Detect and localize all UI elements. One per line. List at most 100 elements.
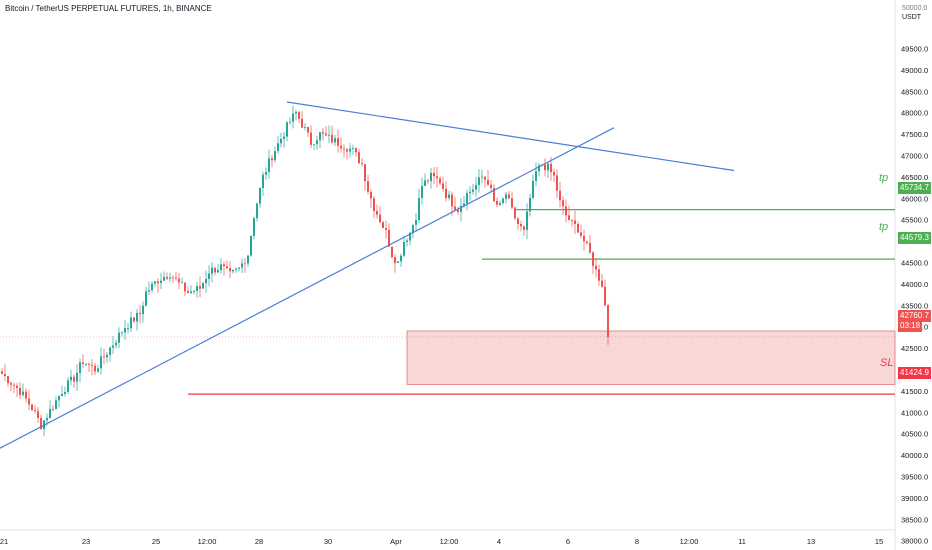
top-price-partial: 50000.0 [902, 5, 928, 12]
candle-body [442, 183, 444, 189]
candle-body [493, 188, 495, 202]
price-tick-label: 39500.0 [901, 473, 928, 482]
candle-body [334, 138, 336, 143]
candle-body [409, 232, 411, 241]
time-tick-label: 12:00 [440, 537, 459, 546]
candle-body [364, 164, 366, 182]
candle-body [259, 187, 261, 204]
candle-body [544, 164, 546, 171]
candle-body [427, 180, 429, 182]
candle-body [124, 328, 126, 333]
candle-body [382, 222, 384, 229]
candle-body [511, 198, 513, 208]
candle-body [502, 198, 504, 204]
candle-body [253, 218, 255, 237]
candle-body [466, 193, 468, 204]
candle-body [115, 342, 117, 346]
tp-price-tag-2: 44579.3 [898, 232, 931, 244]
candle-body [346, 149, 348, 152]
candle-body [556, 175, 558, 191]
last-price-tag: 42760.7 [898, 310, 931, 322]
candle-body [46, 418, 48, 421]
candle-body [484, 176, 486, 180]
candle-body [577, 224, 579, 233]
price-tick-label: 38000.0 [901, 537, 928, 546]
time-tick-label: 12:00 [198, 537, 217, 546]
target-zone[interactable] [406, 330, 896, 385]
tp-label-2: tp [879, 221, 889, 233]
candle-body [331, 134, 333, 143]
candle-body [517, 218, 519, 225]
candle-body [550, 163, 552, 173]
candle-body [403, 242, 405, 256]
candle-body [439, 178, 441, 184]
candle-body [262, 174, 264, 188]
candle-body [91, 364, 93, 366]
candle-body [295, 111, 297, 114]
candle-body [82, 362, 84, 364]
candle-body [595, 265, 597, 270]
candle-body [460, 205, 462, 212]
candle-body [358, 152, 360, 164]
currency-code: USDT [902, 14, 922, 21]
ascending-support-trendline[interactable] [0, 127, 615, 449]
time-tick-label: 6 [566, 537, 570, 546]
candle-body [607, 305, 609, 337]
candle-body [340, 145, 342, 149]
candle-body [145, 291, 147, 306]
candle-body [136, 312, 138, 322]
candle-body [70, 376, 72, 381]
candle-body [238, 267, 240, 269]
candle-body [598, 269, 600, 281]
candle-body [178, 278, 180, 283]
candle-body [79, 362, 81, 373]
candle-body [433, 172, 435, 177]
time-tick-label: 11 [738, 537, 746, 546]
price-tick-label: 45500.0 [901, 216, 928, 225]
candle-body [25, 391, 27, 399]
price-tick-label: 42500.0 [901, 344, 928, 353]
descending-resistance-trendline[interactable] [286, 101, 735, 172]
candle-body [127, 328, 129, 329]
candle-body [220, 264, 222, 271]
candle-body [112, 345, 114, 348]
candle-body [304, 127, 306, 128]
candle-body [283, 136, 285, 139]
candle-body [355, 148, 357, 153]
candle-body [586, 241, 588, 243]
candle-body [109, 347, 111, 355]
price-tick-label: 46500.0 [901, 173, 928, 182]
candle-body [481, 176, 483, 178]
candle-body [49, 409, 51, 419]
price-tick-label: 48500.0 [901, 87, 928, 96]
price-tick-label: 49000.0 [901, 66, 928, 75]
candle-body [241, 263, 243, 268]
candle-body [589, 242, 591, 253]
time-tick-label: Apr [390, 537, 402, 546]
candle-body [391, 246, 393, 258]
candle-body [565, 206, 567, 216]
time-tick-label: 21 [0, 537, 8, 546]
sl-price-tag: 41424.9 [898, 367, 931, 379]
time-tick-label: 28 [255, 537, 263, 546]
candle-body [583, 235, 585, 242]
candle-body [370, 191, 372, 199]
candle-body [337, 138, 339, 146]
candle-body [16, 385, 18, 388]
candle-body [274, 151, 276, 161]
candle-body [520, 224, 522, 227]
candle-body [121, 332, 123, 334]
candle-body [457, 209, 459, 212]
candle-body [280, 138, 282, 144]
candle-body [562, 200, 564, 207]
countdown-tag: 03:18 [898, 320, 923, 332]
candle-body [211, 267, 213, 274]
candle-body [190, 291, 192, 294]
candle-body [415, 220, 417, 225]
candle-body [13, 384, 15, 386]
candle-body [28, 398, 30, 405]
candle-body [397, 261, 399, 263]
candle-body [379, 214, 381, 223]
